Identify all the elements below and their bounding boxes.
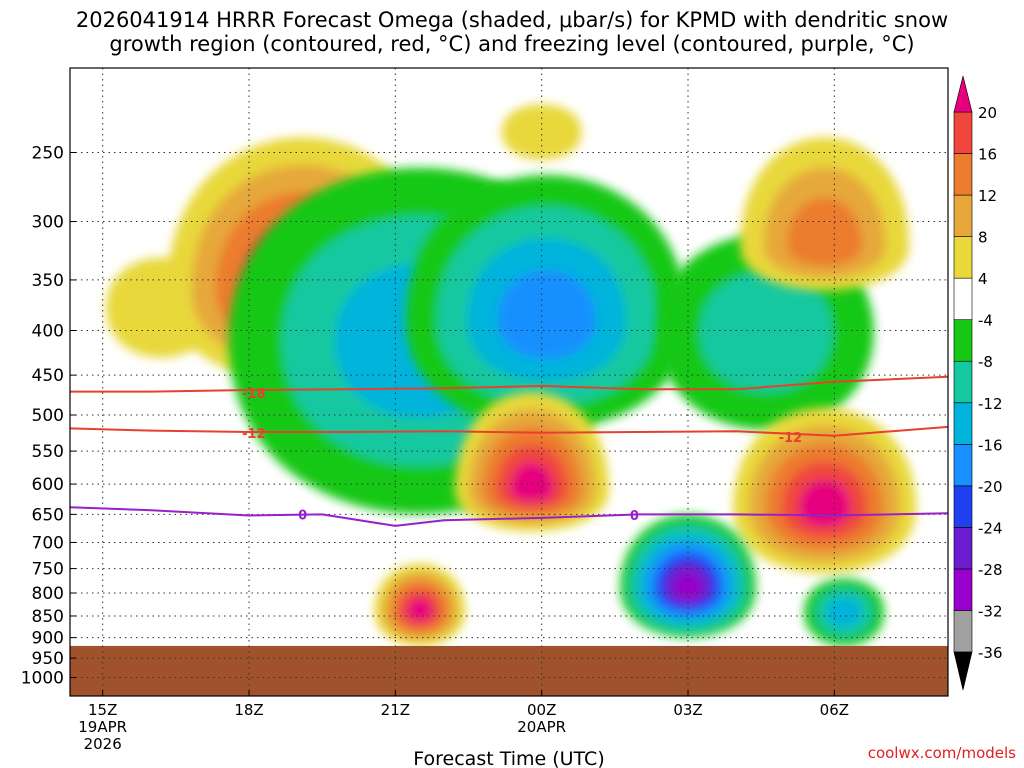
- colorbar-segment-10: [953, 194, 973, 237]
- colorbar-label-10: 8: [978, 229, 988, 247]
- colorbar-segment-11: [953, 153, 973, 196]
- colorbar-segment-3: [953, 485, 973, 528]
- isotherm-0-line: [70, 506, 948, 527]
- colorbar-label-11: 12: [978, 187, 997, 205]
- colorbar-segment-12: [953, 111, 973, 154]
- omega-feature-10: [501, 104, 582, 160]
- omega-contour-3-3: [497, 270, 596, 359]
- contour-label-0: -18: [242, 387, 266, 402]
- colorbar-segment-6: [953, 360, 973, 404]
- chart-title-line1: 2026041914 HRRR Forecast Omega (shaded, …: [75, 8, 949, 32]
- contour-label-3: 0: [298, 508, 307, 523]
- terrain-layer: [70, 645, 948, 696]
- y-tick-label-300: 300: [32, 213, 64, 233]
- omega-contour-7-4: [406, 597, 433, 622]
- omega-feature-3: [406, 174, 687, 430]
- omega-contour-4-1: [699, 271, 833, 393]
- isotherm--18-line: [70, 375, 948, 393]
- colorbar-label-12: 16: [978, 146, 997, 164]
- omega-feature-11: [740, 137, 910, 291]
- colorbar-under-arrow: [953, 651, 973, 691]
- y-axis: 2503003504004505005506006507007508008509…: [21, 144, 76, 689]
- y-tick-label-600: 600: [32, 475, 64, 495]
- credit-text: coolwx.com/models: [867, 744, 1016, 762]
- y-tick-label-400: 400: [32, 322, 64, 342]
- x-date-label-00Z: 20APR: [517, 718, 566, 736]
- isotherm--12-line: [70, 425, 948, 437]
- colorbar-label-7: -8: [978, 353, 993, 371]
- y-tick-label-1000: 1000: [21, 669, 64, 689]
- y-tick-label-250: 250: [32, 144, 64, 164]
- y-tick-label-850: 850: [32, 607, 64, 627]
- colorbar-segment-8: [953, 277, 973, 320]
- y-tick-label-800: 800: [32, 584, 64, 604]
- omega-feature-6: [733, 407, 917, 574]
- x-tick-label-21Z: 21Z: [381, 701, 410, 719]
- colorbar-label-13: 20: [978, 104, 997, 122]
- terrain-fill: [70, 645, 948, 696]
- y-tick-label-350: 350: [32, 271, 64, 291]
- y-tick-label-700: 700: [32, 533, 64, 553]
- chart-title-line2: growth region (contoured, red, °C) and f…: [109, 32, 915, 56]
- x-tick-label-00Z: 00Z: [527, 701, 556, 719]
- colorbar-label-8: -4: [978, 312, 993, 330]
- colorbar-segment-5: [953, 402, 973, 445]
- colorbar-segment-9: [953, 236, 973, 279]
- colorbar-segment-7: [953, 319, 973, 362]
- omega-feature-7: [374, 563, 466, 646]
- x-axis-label: Forecast Time (UTC): [413, 748, 604, 768]
- plot-frame: [69, 67, 949, 697]
- x-year-label-15Z: 2026: [84, 735, 122, 753]
- omega-feature-9: [804, 578, 885, 646]
- x-tick-label-06Z: 06Z: [820, 701, 849, 719]
- colorbar: -36 -32 -28 -24 -20 -16 -12 -8 -4 4 8 12 16 20: [953, 75, 1003, 691]
- colorbar-segment-2: [953, 527, 973, 570]
- y-tick-label-650: 650: [32, 505, 64, 525]
- omega-field: [106, 104, 917, 646]
- y-tick-label-550: 550: [32, 442, 64, 462]
- x-date-label-15Z: 19APR: [78, 718, 127, 736]
- omega-contour-5-4: [509, 462, 554, 503]
- colorbar-segment-4: [953, 444, 973, 487]
- x-tick-label-03Z: 03Z: [673, 701, 702, 719]
- x-tick-label-18Z: 18Z: [234, 701, 263, 719]
- x-tick-label-15Z: 15Z: [88, 701, 117, 719]
- colorbar-over-arrow: [953, 75, 973, 113]
- colorbar-label-5: -16: [978, 436, 1003, 454]
- colorbar-label-0: -36: [978, 644, 1003, 662]
- omega-contour-11-2: [787, 197, 863, 266]
- omega-contour-9-2: [826, 597, 862, 628]
- temperature-contours: -18 -12 -12 0 0: [70, 375, 948, 527]
- y-tick-label-500: 500: [32, 406, 64, 426]
- contour-label-4: 0: [630, 509, 639, 524]
- colorbar-label-1: -32: [978, 602, 1003, 620]
- colorbar-label-9: 4: [978, 270, 988, 288]
- colorbar-label-3: -24: [978, 519, 1003, 537]
- omega-feature-5: [454, 391, 609, 532]
- colorbar-label-2: -28: [978, 561, 1003, 579]
- y-tick-label-950: 950: [32, 649, 64, 669]
- y-tick-label-450: 450: [32, 366, 64, 386]
- colorbar-label-4: -20: [978, 478, 1003, 496]
- y-tick-label-750: 750: [32, 560, 64, 580]
- omega-contour-10-0: [501, 104, 582, 160]
- contour-label-2: -12: [779, 431, 803, 446]
- contour-label-1: -12: [242, 427, 266, 442]
- y-tick-label-900: 900: [32, 629, 64, 649]
- colorbar-segment-1: [953, 568, 973, 611]
- colorbar-segment-0: [953, 610, 973, 653]
- colorbar-label-6: -12: [978, 395, 1003, 413]
